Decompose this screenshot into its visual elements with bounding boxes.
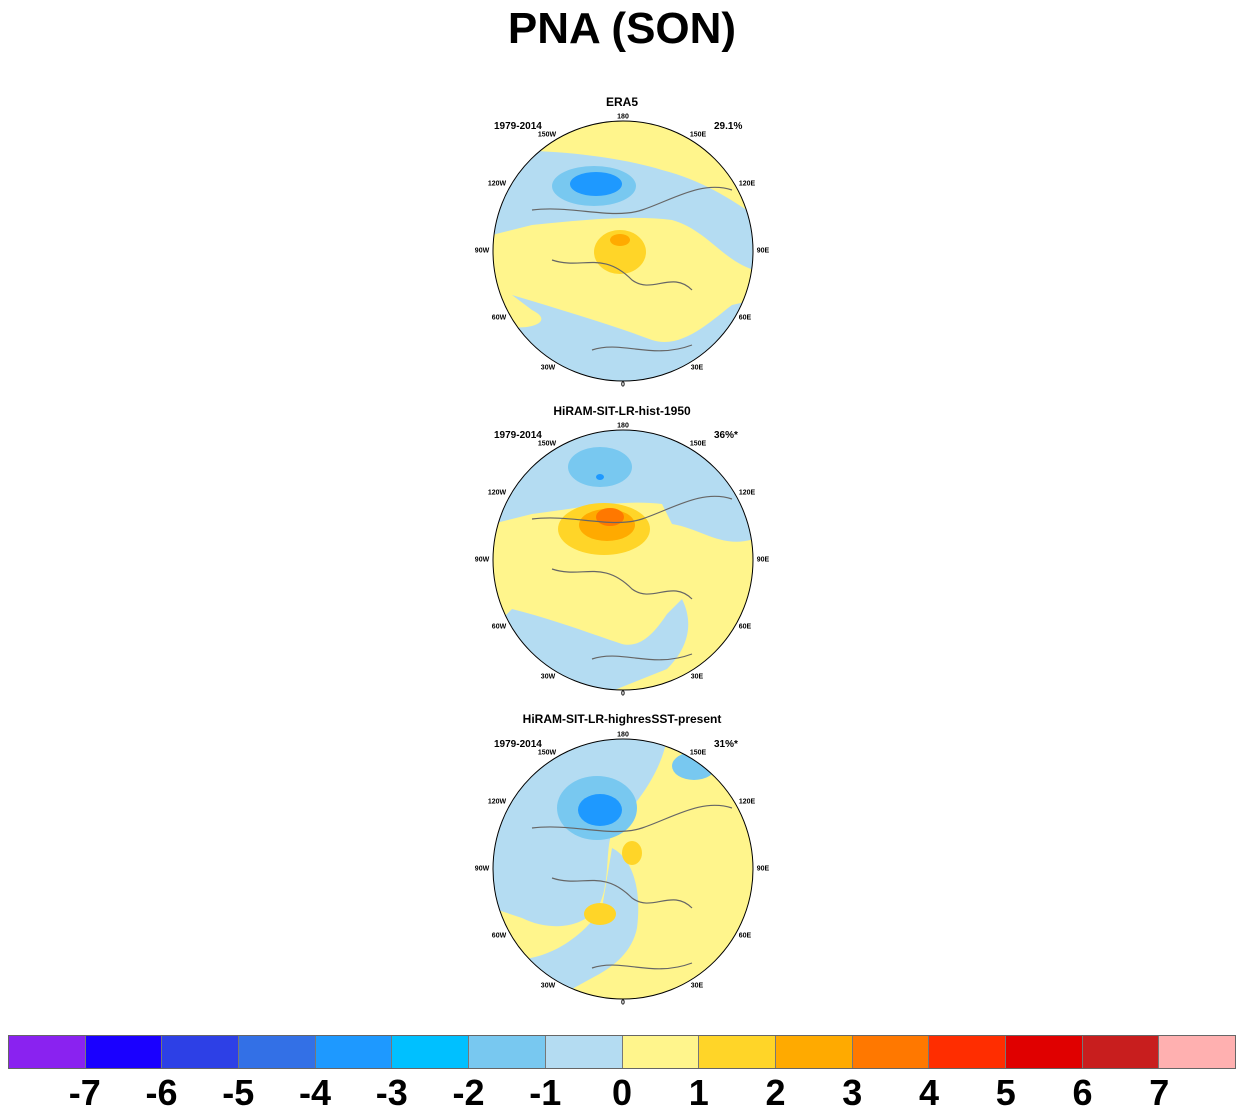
lon-label: 0 [621,999,625,1007]
lon-label: 150E [689,131,707,139]
panel-percent: 36%* [714,430,738,441]
colorbar-tick-label: 2 [765,1072,786,1113]
colorbar-tick-label: 5 [995,1072,1016,1113]
lon-label: 90E [756,865,770,873]
lon-label: 150W [537,131,557,139]
lon-label: 150E [689,440,707,448]
lon-label: 120W [487,489,507,497]
colorbar-box [162,1036,240,1068]
lon-label: 90W [474,247,490,255]
lon-label: 150W [537,440,557,448]
colorbar-box [469,1036,546,1068]
colorbar-tick-label: 3 [842,1072,863,1113]
colorbar-box [1159,1036,1235,1068]
lon-label: 30W [540,982,556,990]
lon-label: 60W [491,623,507,631]
lon-label: 90E [756,556,770,564]
lon-label: 60W [491,932,507,940]
colorbar-box [1005,1036,1083,1068]
colorbar-box [1082,1036,1160,1068]
lon-label: 90W [474,556,490,564]
panel-percent: 31%* [714,739,738,750]
polar-map-hist-1950 [492,429,754,691]
colorbar-tick-label: -2 [452,1072,485,1113]
polar-map-era5 [492,120,754,382]
colorbar-tick-label: 1 [688,1072,709,1113]
lon-label: 120E [738,798,756,806]
lon-label: 150W [537,749,557,757]
lon-label: 90E [756,247,770,255]
lon-label: 0 [621,690,625,698]
lon-label: 120E [738,489,756,497]
colorbar-box [392,1036,470,1068]
lon-label: 180 [617,422,629,430]
panel-period: 1979-2014 [494,430,542,441]
polar-map-highressst-present [492,738,754,1000]
colorbar-box [852,1036,930,1068]
lon-label: 30E [690,982,704,990]
colorbar-box [315,1036,393,1068]
colorbar-box [239,1036,316,1068]
lon-label: 30W [540,673,556,681]
colorbar-tick-label: 0 [611,1072,633,1113]
colorbar-box [85,1036,163,1068]
lon-label: 90W [474,865,490,873]
lon-label: 150E [689,749,707,757]
lon-label: 30W [540,364,556,372]
colorbar-box [699,1036,776,1068]
lon-label: 60E [738,623,752,631]
colorbar [8,1035,1236,1069]
figure-title: PNA (SON) [507,4,737,53]
lon-label: 60W [491,314,507,322]
colorbar-tick-label: -6 [145,1072,178,1113]
lon-label: 30E [690,673,704,681]
colorbar-box [545,1036,623,1068]
colorbar-box [622,1036,700,1068]
lon-label: 30E [690,364,704,372]
colorbar-tick-label: -3 [375,1072,408,1113]
colorbar-box [9,1036,86,1068]
lon-label: 60E [738,932,752,940]
panel-period: 1979-2014 [494,121,542,132]
lon-label: 120W [487,180,507,188]
lon-label: 120E [738,180,756,188]
lon-label: 0 [621,381,625,389]
colorbar-box [775,1036,853,1068]
colorbar-tick-label: 4 [918,1072,940,1113]
colorbar-tick-label: -5 [222,1072,255,1113]
lon-label: 120W [487,798,507,806]
panel-title-era5: ERA5 [605,95,638,109]
lon-label: 60E [738,314,752,322]
lon-label: 180 [617,731,629,739]
colorbar-tick-label: -4 [298,1072,332,1113]
colorbar-tick-label: 7 [1149,1072,1170,1113]
colorbar-tick-label: -7 [68,1072,101,1113]
panel-title-highressst-present: HiRAM-SIT-LR-highresSST-present [522,712,722,726]
panel-percent: 29.1% [714,121,743,132]
panel-title-hist-1950: HiRAM-SIT-LR-hist-1950 [553,404,691,418]
colorbar-box [929,1036,1006,1068]
colorbar-tick-label: 6 [1072,1072,1093,1113]
lon-label: 180 [617,113,629,121]
colorbar-tick-label: -1 [529,1072,562,1113]
panel-period: 1979-2014 [494,739,542,750]
